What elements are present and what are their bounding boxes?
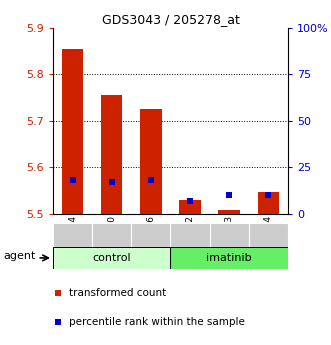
Bar (210, 223, 249, 247)
Bar (170, 223, 210, 247)
Bar (101, 95, 122, 214)
Bar (249, 223, 288, 247)
Bar (62, 49, 83, 214)
Bar (140, 109, 162, 214)
Text: percentile rank within the sample: percentile rank within the sample (70, 317, 245, 327)
Bar (179, 200, 201, 214)
Text: transformed count: transformed count (70, 288, 167, 298)
Text: agent: agent (3, 251, 36, 261)
Bar (258, 191, 279, 214)
Title: GDS3043 / 205278_at: GDS3043 / 205278_at (102, 13, 239, 27)
Bar (131, 223, 170, 247)
Text: imatinib: imatinib (207, 253, 252, 263)
Text: control: control (92, 253, 131, 263)
Bar (53, 223, 92, 247)
Bar (53, 247, 170, 269)
Bar (218, 210, 240, 214)
Bar (170, 247, 288, 269)
Bar (92, 223, 131, 247)
